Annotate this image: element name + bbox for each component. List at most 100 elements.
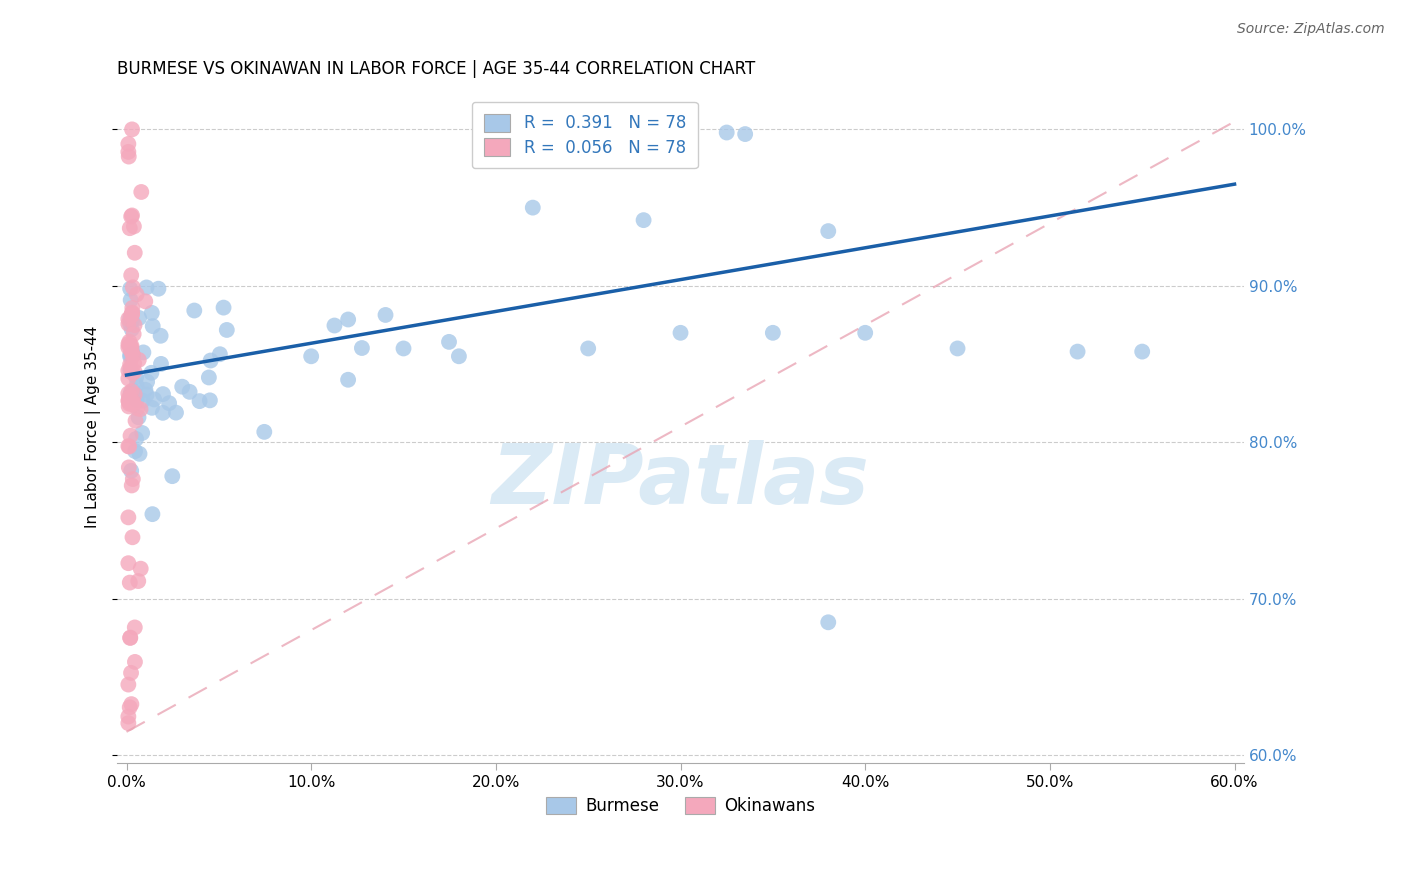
Point xyxy=(121,209,143,223)
Point xyxy=(120,697,142,711)
Point xyxy=(127,574,149,588)
Point xyxy=(129,185,152,199)
Point xyxy=(121,308,143,322)
Point xyxy=(118,150,141,164)
Point xyxy=(148,282,170,296)
Point xyxy=(141,401,163,415)
Point xyxy=(121,478,143,492)
Point xyxy=(633,213,655,227)
Point xyxy=(121,347,143,361)
Point xyxy=(120,339,142,353)
Point xyxy=(198,393,221,408)
Point xyxy=(125,378,148,392)
Point xyxy=(299,349,322,363)
Point xyxy=(117,709,139,723)
Point xyxy=(122,219,145,234)
Point xyxy=(120,631,142,645)
Point xyxy=(117,716,139,731)
Point xyxy=(121,301,143,315)
Point xyxy=(131,425,153,440)
Point xyxy=(1130,344,1153,359)
Point xyxy=(118,575,141,590)
Point xyxy=(128,352,150,367)
Point xyxy=(165,406,187,420)
Point xyxy=(118,338,141,352)
Point xyxy=(121,306,143,320)
Point xyxy=(817,615,839,630)
Point xyxy=(152,387,174,401)
Point xyxy=(762,326,785,340)
Point xyxy=(679,122,702,136)
Point xyxy=(118,393,141,408)
Point xyxy=(121,345,143,359)
Point xyxy=(120,268,142,283)
Point xyxy=(183,303,205,318)
Point xyxy=(120,358,142,372)
Point xyxy=(337,373,360,387)
Point xyxy=(117,317,139,331)
Point xyxy=(120,318,142,332)
Point xyxy=(152,406,174,420)
Point xyxy=(117,312,139,326)
Point xyxy=(120,362,142,376)
Point xyxy=(121,394,143,409)
Y-axis label: In Labor Force | Age 35-44: In Labor Force | Age 35-44 xyxy=(86,326,101,528)
Point xyxy=(122,280,145,294)
Point xyxy=(734,127,756,141)
Point xyxy=(120,665,142,680)
Point xyxy=(120,348,142,362)
Point xyxy=(129,562,152,576)
Point xyxy=(142,319,165,334)
Point xyxy=(150,357,173,371)
Point xyxy=(946,342,969,356)
Point xyxy=(118,221,141,235)
Point xyxy=(128,410,150,425)
Point xyxy=(122,397,145,411)
Point xyxy=(117,510,139,524)
Text: ZIPatlas: ZIPatlas xyxy=(492,440,869,521)
Point xyxy=(1066,344,1088,359)
Point xyxy=(121,366,143,380)
Point xyxy=(117,386,139,401)
Point xyxy=(124,245,146,260)
Point xyxy=(323,318,346,333)
Point xyxy=(157,396,180,410)
Point xyxy=(121,349,143,363)
Point xyxy=(215,323,238,337)
Point xyxy=(121,322,143,336)
Point xyxy=(172,380,194,394)
Point xyxy=(132,345,155,359)
Point xyxy=(522,201,544,215)
Point xyxy=(120,310,142,325)
Legend: Burmese, Okinawans: Burmese, Okinawans xyxy=(538,790,823,822)
Text: Source: ZipAtlas.com: Source: ZipAtlas.com xyxy=(1237,22,1385,37)
Text: BURMESE VS OKINAWAN IN LABOR FORCE | AGE 35-44 CORRELATION CHART: BURMESE VS OKINAWAN IN LABOR FORCE | AGE… xyxy=(117,60,755,78)
Point xyxy=(131,393,153,408)
Point xyxy=(117,439,139,453)
Point xyxy=(121,365,143,379)
Point xyxy=(120,631,142,645)
Point xyxy=(117,556,139,570)
Point xyxy=(120,342,142,356)
Point xyxy=(124,365,146,379)
Point xyxy=(127,401,149,416)
Point xyxy=(124,444,146,458)
Point xyxy=(188,394,211,409)
Point xyxy=(437,334,460,349)
Point xyxy=(121,530,143,544)
Point xyxy=(120,386,142,401)
Point xyxy=(149,328,172,343)
Point xyxy=(125,370,148,384)
Point xyxy=(200,353,222,368)
Point xyxy=(120,348,142,362)
Point xyxy=(212,301,235,315)
Point xyxy=(121,384,143,398)
Point xyxy=(121,344,143,359)
Point xyxy=(120,293,142,307)
Point xyxy=(141,507,163,521)
Point xyxy=(118,460,141,475)
Point xyxy=(120,464,142,478)
Point xyxy=(121,305,143,319)
Point xyxy=(117,393,139,408)
Point xyxy=(128,310,150,325)
